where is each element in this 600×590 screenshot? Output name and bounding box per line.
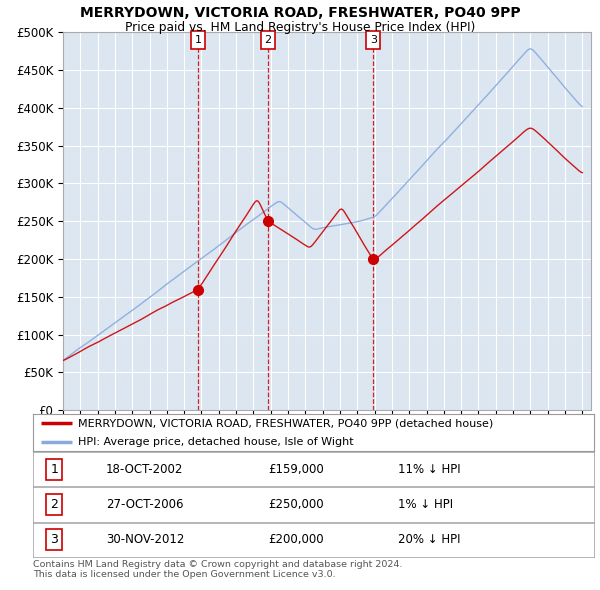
Text: 20% ↓ HPI: 20% ↓ HPI [398,533,460,546]
Text: 1% ↓ HPI: 1% ↓ HPI [398,498,453,511]
Text: 18-OCT-2002: 18-OCT-2002 [106,463,184,476]
Text: 2: 2 [50,498,58,511]
Text: 1: 1 [50,463,58,476]
Text: 27-OCT-2006: 27-OCT-2006 [106,498,184,511]
Text: 11% ↓ HPI: 11% ↓ HPI [398,463,460,476]
Text: 1: 1 [194,35,202,45]
Text: 2: 2 [264,35,271,45]
Text: 30-NOV-2012: 30-NOV-2012 [106,533,184,546]
Text: 3: 3 [370,35,377,45]
Text: 3: 3 [50,533,58,546]
Text: £200,000: £200,000 [269,533,324,546]
Text: Contains HM Land Registry data © Crown copyright and database right 2024.
This d: Contains HM Land Registry data © Crown c… [33,560,403,579]
Text: MERRYDOWN, VICTORIA ROAD, FRESHWATER, PO40 9PP: MERRYDOWN, VICTORIA ROAD, FRESHWATER, PO… [80,6,520,20]
Text: Price paid vs. HM Land Registry's House Price Index (HPI): Price paid vs. HM Land Registry's House … [125,21,475,34]
Text: £250,000: £250,000 [269,498,324,511]
Text: HPI: Average price, detached house, Isle of Wight: HPI: Average price, detached house, Isle… [78,437,353,447]
Text: MERRYDOWN, VICTORIA ROAD, FRESHWATER, PO40 9PP (detached house): MERRYDOWN, VICTORIA ROAD, FRESHWATER, PO… [78,418,493,428]
Text: £159,000: £159,000 [269,463,325,476]
